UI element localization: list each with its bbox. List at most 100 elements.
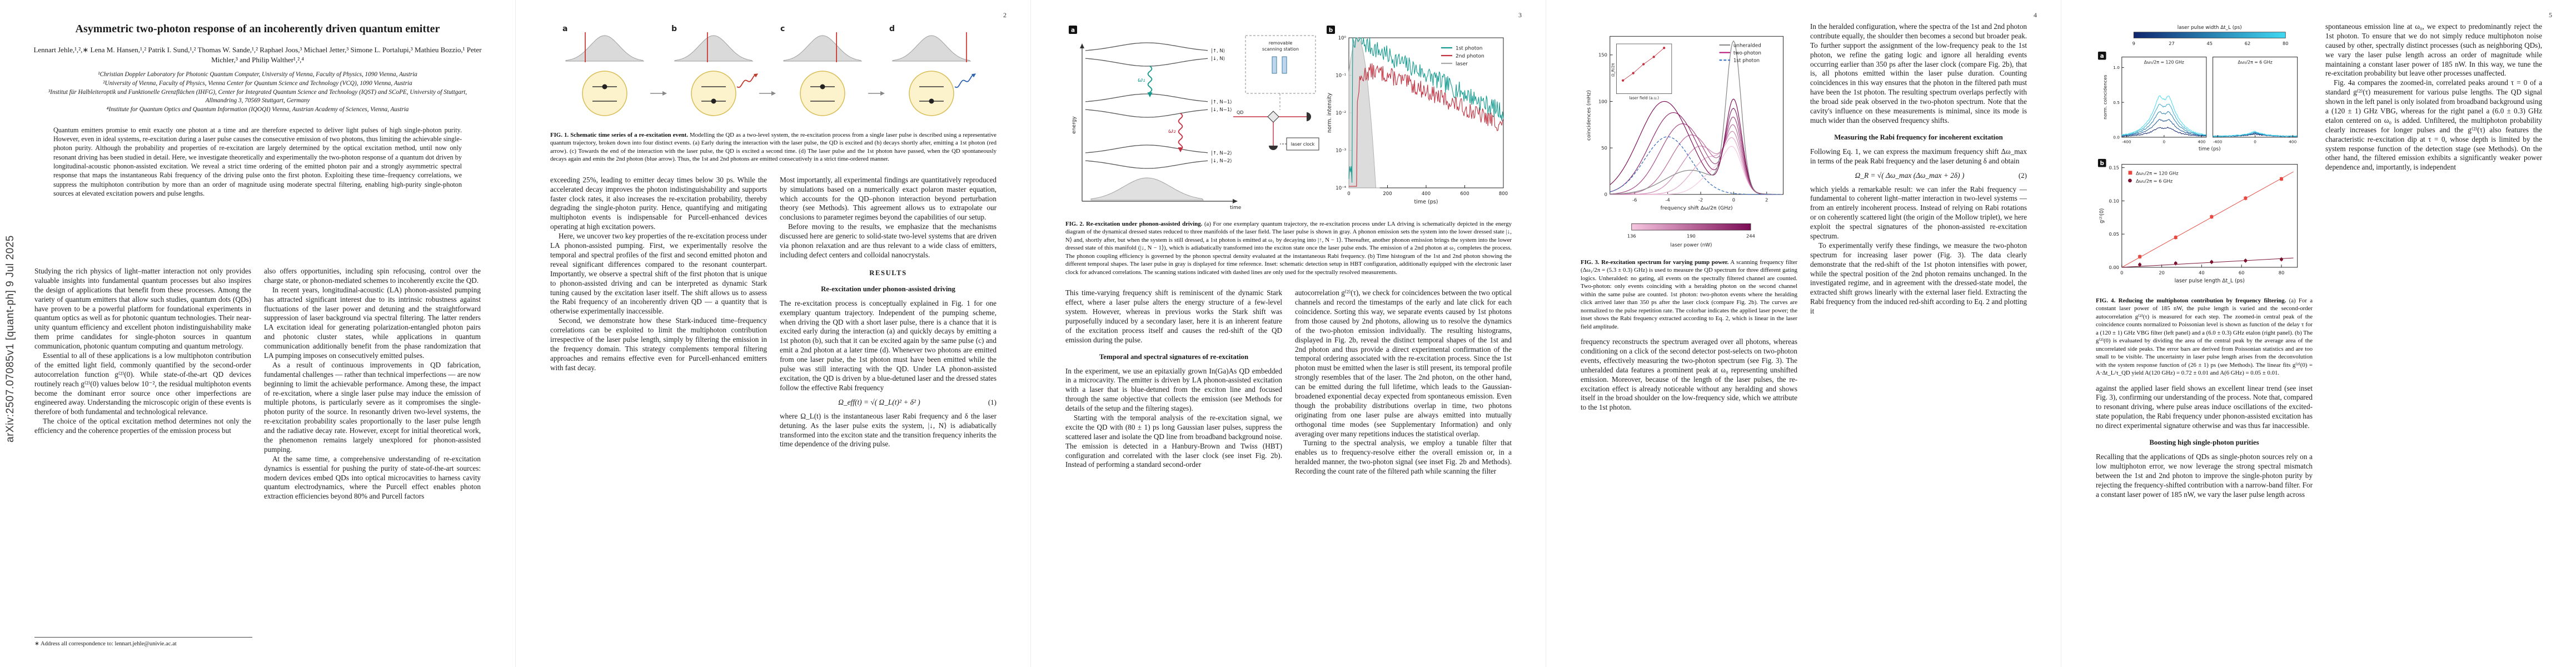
paragraph: At the same time, a comprehensive unders… [264, 454, 481, 501]
svg-text:removable: removable [1268, 41, 1292, 46]
section-heading-results: RESULTS [869, 268, 907, 277]
figure-1: a b c d [550, 22, 996, 128]
svg-text:0: 0 [1732, 197, 1735, 202]
figure-3-graphic: -6 -4 -2 0 2 0 50 100 150 frequency shift Δω/2π (… [1586, 36, 1783, 248]
svg-text:time (ps): time (ps) [2199, 146, 2221, 152]
svg-text:10⁻³: 10⁻³ [1336, 148, 1346, 154]
page-title: Asymmetric two-photon response of an inc… [75, 23, 440, 35]
figure-2-caption: FIG. 2. Re-excitation under phonon-assis… [1065, 221, 1512, 276]
paragraph: Following Eq. 1, we can express the maxi… [1810, 147, 2027, 165]
svg-text:g⁽²⁾(0): g⁽²⁾(0) [2099, 208, 2105, 223]
paragraph: The re-excitation process is conceptuall… [780, 298, 996, 392]
paragraph: In the heralded configuration, where the… [1810, 22, 2027, 125]
svg-text:1.0: 1.0 [2113, 65, 2120, 70]
svg-text:10⁰: 10⁰ [1338, 36, 1346, 41]
paragraph: This time-varying frequency shift is rem… [1065, 288, 1282, 344]
svg-text:energy: energy [1072, 116, 1077, 134]
svg-text:Ω_R/2π: Ω_R/2π [1611, 63, 1616, 77]
paragraph: To experimentally verify these findings,… [1810, 241, 2027, 316]
svg-text:QD: QD [1237, 110, 1243, 115]
svg-text:|↑, N⟩: |↑, N⟩ [1211, 48, 1225, 54]
svg-text:laser clock: laser clock [1291, 142, 1314, 147]
figure-2-graphic: a time energy |↑, N⟩ |↓, N⟩ |↑, N−1⟩ |↓, N−1⟩ |… [1068, 26, 1508, 211]
svg-text:b: b [1328, 27, 1333, 34]
paragraph: Essential to all of these applications i… [34, 351, 251, 416]
paragraph: autocorrelation g⁽²⁾(τ), we check for co… [1295, 288, 1512, 438]
paragraph: Studying the rich physics of light–matte… [34, 267, 251, 351]
svg-text:c: c [780, 24, 785, 33]
subsection-heading: Temporal and spectral signatures of re-e… [1099, 352, 1249, 361]
page1-column-right: also offers opportunities, including spi… [264, 267, 481, 501]
svg-text:800: 800 [1498, 191, 1507, 197]
svg-text:100: 100 [1598, 98, 1607, 104]
svg-text:time: time [1230, 205, 1242, 211]
correspondence-footnote: ∗ Address all correspondence to: lennart… [34, 637, 252, 647]
figure-4-caption: FIG. 4. Reducing the multiphoton contrib… [2096, 297, 2313, 377]
paragraph: exceeding 25%, leading to emitter decay … [550, 175, 767, 231]
svg-text:62: 62 [2245, 41, 2251, 46]
paragraph: Here, we uncover two key properties of t… [550, 232, 767, 316]
figure-3-caption: FIG. 3. Re-excitation spectrum for varyi… [1581, 259, 1797, 330]
svg-text:|↓, N−2⟩: |↓, N−2⟩ [1211, 158, 1232, 164]
page5-column-left: laser pulse width Δt_L (ps) 9 27 45 62 80 a Δω₁… [2096, 22, 2313, 499]
svg-text:b: b [2100, 161, 2104, 167]
svg-text:0.00: 0.00 [2109, 265, 2119, 270]
figure-1-graphic: a b c d [562, 24, 976, 116]
svg-text:80: 80 [2279, 270, 2285, 276]
svg-text:unheralded: unheralded [1733, 43, 1761, 48]
svg-text:200: 200 [1383, 191, 1392, 197]
page-number: 3 [1518, 11, 1522, 19]
svg-text:laser power (nW): laser power (nW) [1670, 242, 1712, 248]
svg-text:a: a [562, 24, 567, 33]
svg-text:0: 0 [1605, 192, 1607, 197]
svg-text:0.0: 0.0 [2113, 135, 2120, 140]
svg-text:ω₁: ω₁ [1138, 76, 1145, 83]
svg-text:27: 27 [2169, 41, 2175, 46]
svg-text:-400: -400 [2122, 140, 2131, 145]
svg-text:scanning station: scanning station [1262, 47, 1298, 52]
svg-text:laser pulse width Δt_L (ps): laser pulse width Δt_L (ps) [2178, 25, 2242, 31]
page3-column-right: autocorrelation g⁽²⁾(τ), we check for co… [1295, 288, 1512, 476]
svg-text:frequency shift Δω/2π (GHz): frequency shift Δω/2π (GHz) [1661, 205, 1733, 211]
svg-text:0.05: 0.05 [2109, 231, 2119, 237]
svg-text:20: 20 [2159, 270, 2165, 276]
svg-text:10⁻¹: 10⁻¹ [1336, 73, 1346, 79]
svg-text:time (ps): time (ps) [1414, 199, 1438, 205]
equation-2: Ω_R = √( Δω_max (Δω_max + 2δ) ) (2) [1855, 171, 2027, 180]
svg-text:laser: laser [1456, 62, 1468, 67]
svg-text:10⁻²: 10⁻² [1336, 111, 1346, 116]
figure-2: a time energy |↑, N⟩ |↓, N⟩ |↑, N−1⟩ |↓, N−1⟩ |… [1065, 22, 1512, 217]
subsection-heading: Re-excitation under phonon-assisted driv… [821, 285, 955, 293]
paragraph: where Ω_L(t) is the instantaneous laser … [780, 411, 996, 449]
svg-text:60: 60 [2239, 270, 2245, 276]
abstract: Quantum emitters promise to emit exactly… [53, 126, 462, 198]
svg-text:Δω₂/2π = 6 GHz: Δω₂/2π = 6 GHz [2238, 59, 2273, 64]
subsection-heading: Measuring the Rabi frequency for incoher… [1834, 133, 2003, 141]
paragraph: against the applied laser field shows an… [2096, 384, 2313, 430]
page3-column-left: This time-varying frequency shift is rem… [1065, 288, 1282, 476]
page-3: 3 a time energy |↑, N⟩ |↓, N⟩ |↑, N−1⟩ |↓, N−1… [1030, 0, 1546, 667]
page-1: arXiv:2507.07085v1 [quant-ph] 9 Jul 2025… [0, 0, 515, 667]
page4-column-right: In the heralded configuration, where the… [1810, 22, 2027, 412]
equation-1: Ω_eff(t) = √( Ω_L(t)² + δ² ) (1) [838, 397, 996, 406]
paragraph: In the experiment, we use an epitaxially… [1065, 366, 1282, 413]
paragraph: frequency reconstructs the spectrum aver… [1581, 337, 1797, 412]
svg-text:136: 136 [1627, 233, 1636, 239]
paragraph: Turning to the spectral analysis, we emp… [1295, 439, 1512, 476]
svg-text:600: 600 [1460, 191, 1469, 197]
svg-text:0.10: 0.10 [2109, 198, 2119, 203]
svg-text:Δω₁/2π = 120 GHz: Δω₁/2π = 120 GHz [2136, 171, 2178, 176]
page-5: 5 laser pulse width Δt_L (ps) 9 27 45 62 80 a Δ… [2061, 0, 2576, 667]
svg-text:150: 150 [1598, 52, 1607, 58]
svg-text:2nd photon: 2nd photon [1456, 54, 1484, 59]
svg-text:norm. intensity: norm. intensity [1327, 93, 1333, 133]
svg-text:|↓, N−1⟩: |↓, N−1⟩ [1211, 107, 1232, 113]
subsection-heading: Boosting high single-photon purities [2149, 438, 2259, 446]
svg-text:80: 80 [2283, 41, 2289, 46]
paragraph: also offers opportunities, including spi… [264, 267, 481, 285]
page-number: 2 [1003, 11, 1007, 19]
paragraph: Before moving to the results, we emphasi… [780, 222, 996, 259]
svg-text:400: 400 [1421, 191, 1430, 197]
svg-text:two-photon: two-photon [1733, 51, 1761, 56]
paragraph: Second, we demonstrate how these Stark-i… [550, 316, 767, 372]
